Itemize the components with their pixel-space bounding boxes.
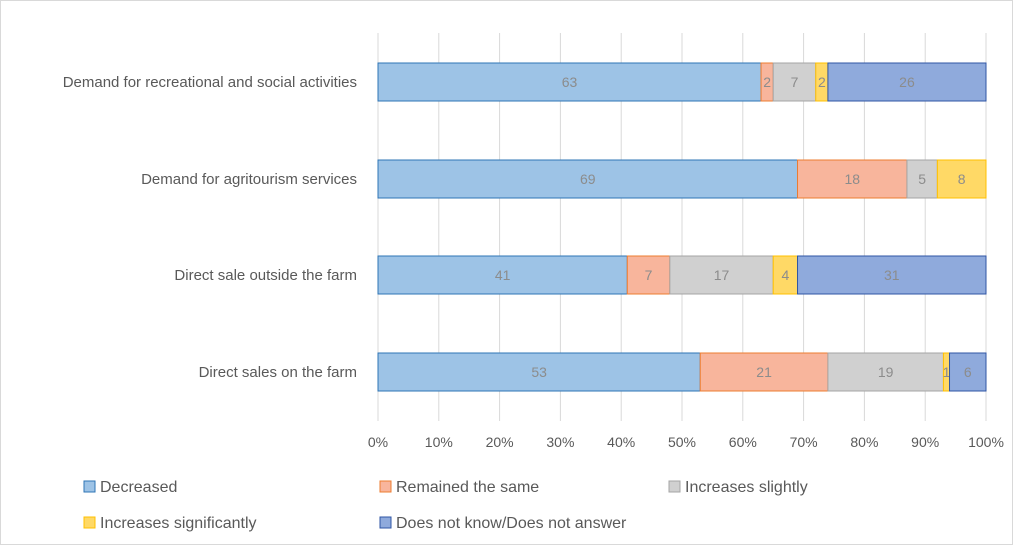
bar-segment bbox=[827, 62, 987, 102]
bar-segment bbox=[626, 255, 671, 295]
bar-segment bbox=[827, 352, 944, 392]
x-tick-label: 70% bbox=[790, 434, 818, 450]
bar-segment bbox=[669, 255, 774, 295]
bar-segment bbox=[797, 159, 908, 199]
legend-swatch bbox=[668, 480, 681, 493]
data-label: 4 bbox=[781, 267, 789, 283]
data-label: 7 bbox=[791, 74, 799, 90]
legend-swatch bbox=[83, 480, 96, 493]
x-tick-label: 30% bbox=[546, 434, 574, 450]
data-label: 2 bbox=[763, 74, 771, 90]
x-tick-label: 80% bbox=[850, 434, 878, 450]
category-labels: Demand for recreational and social activ… bbox=[63, 74, 357, 381]
bar-segment bbox=[906, 159, 938, 199]
bar-segment bbox=[377, 255, 628, 295]
data-label: 6 bbox=[964, 364, 972, 380]
bar-segment bbox=[699, 352, 829, 392]
x-tick-label: 0% bbox=[368, 434, 388, 450]
bar-segment bbox=[772, 62, 817, 102]
data-label: 5 bbox=[918, 171, 926, 187]
x-tick-label: 50% bbox=[668, 434, 696, 450]
x-tick-label: 10% bbox=[425, 434, 453, 450]
bar-segment bbox=[377, 62, 762, 102]
bar-segment bbox=[949, 352, 987, 392]
x-tick-label: 60% bbox=[729, 434, 757, 450]
data-label: 2 bbox=[818, 74, 826, 90]
data-label: 31 bbox=[884, 267, 900, 283]
legend-entry: Increases slightly bbox=[685, 479, 808, 496]
legend-swatch bbox=[83, 516, 96, 529]
data-label: 69 bbox=[580, 171, 596, 187]
legend-entry: Increases significantly bbox=[100, 515, 257, 532]
category-label: Direct sale outside the farm bbox=[174, 267, 357, 284]
bar-segment bbox=[936, 159, 987, 199]
data-label: 1 bbox=[943, 364, 951, 380]
data-label: 17 bbox=[714, 267, 730, 283]
bars: 63 2 7 2 26 69 18 5 8 41 7 17 4 31 53 21 19 1 6 bbox=[377, 62, 987, 392]
data-label: 26 bbox=[899, 74, 915, 90]
bar-segment bbox=[377, 352, 701, 392]
legend-swatch bbox=[379, 516, 392, 529]
bar-segment bbox=[772, 255, 799, 295]
category-label: Demand for agritourism services bbox=[141, 171, 357, 188]
data-label: 8 bbox=[958, 171, 966, 187]
legend-entry: Decreased bbox=[100, 479, 177, 496]
legend-entry: Does not know/Does not answer bbox=[396, 515, 627, 532]
x-tick-label: 20% bbox=[486, 434, 514, 450]
legend: Decreased Remained the same Increases slig… bbox=[83, 479, 808, 532]
x-tick-label: 90% bbox=[911, 434, 939, 450]
data-label: 19 bbox=[878, 364, 894, 380]
bar-segment bbox=[797, 255, 987, 295]
x-axis-ticks: 0% 10% 20% 30% 40% 50% 60% 70% 80% 90% 100% bbox=[368, 434, 1004, 450]
x-tick-label: 40% bbox=[607, 434, 635, 450]
legend-entry: Remained the same bbox=[396, 479, 539, 496]
data-label: 41 bbox=[495, 267, 511, 283]
data-label: 21 bbox=[756, 364, 772, 380]
legend-swatch bbox=[379, 480, 392, 493]
data-label: 18 bbox=[844, 171, 860, 187]
data-label: 7 bbox=[645, 267, 653, 283]
category-label: Demand for recreational and social activ… bbox=[63, 74, 357, 91]
data-label: 53 bbox=[531, 364, 547, 380]
data-label: 63 bbox=[562, 74, 578, 90]
category-label: Direct sales on the farm bbox=[199, 364, 357, 381]
x-tick-label: 100% bbox=[968, 434, 1004, 450]
